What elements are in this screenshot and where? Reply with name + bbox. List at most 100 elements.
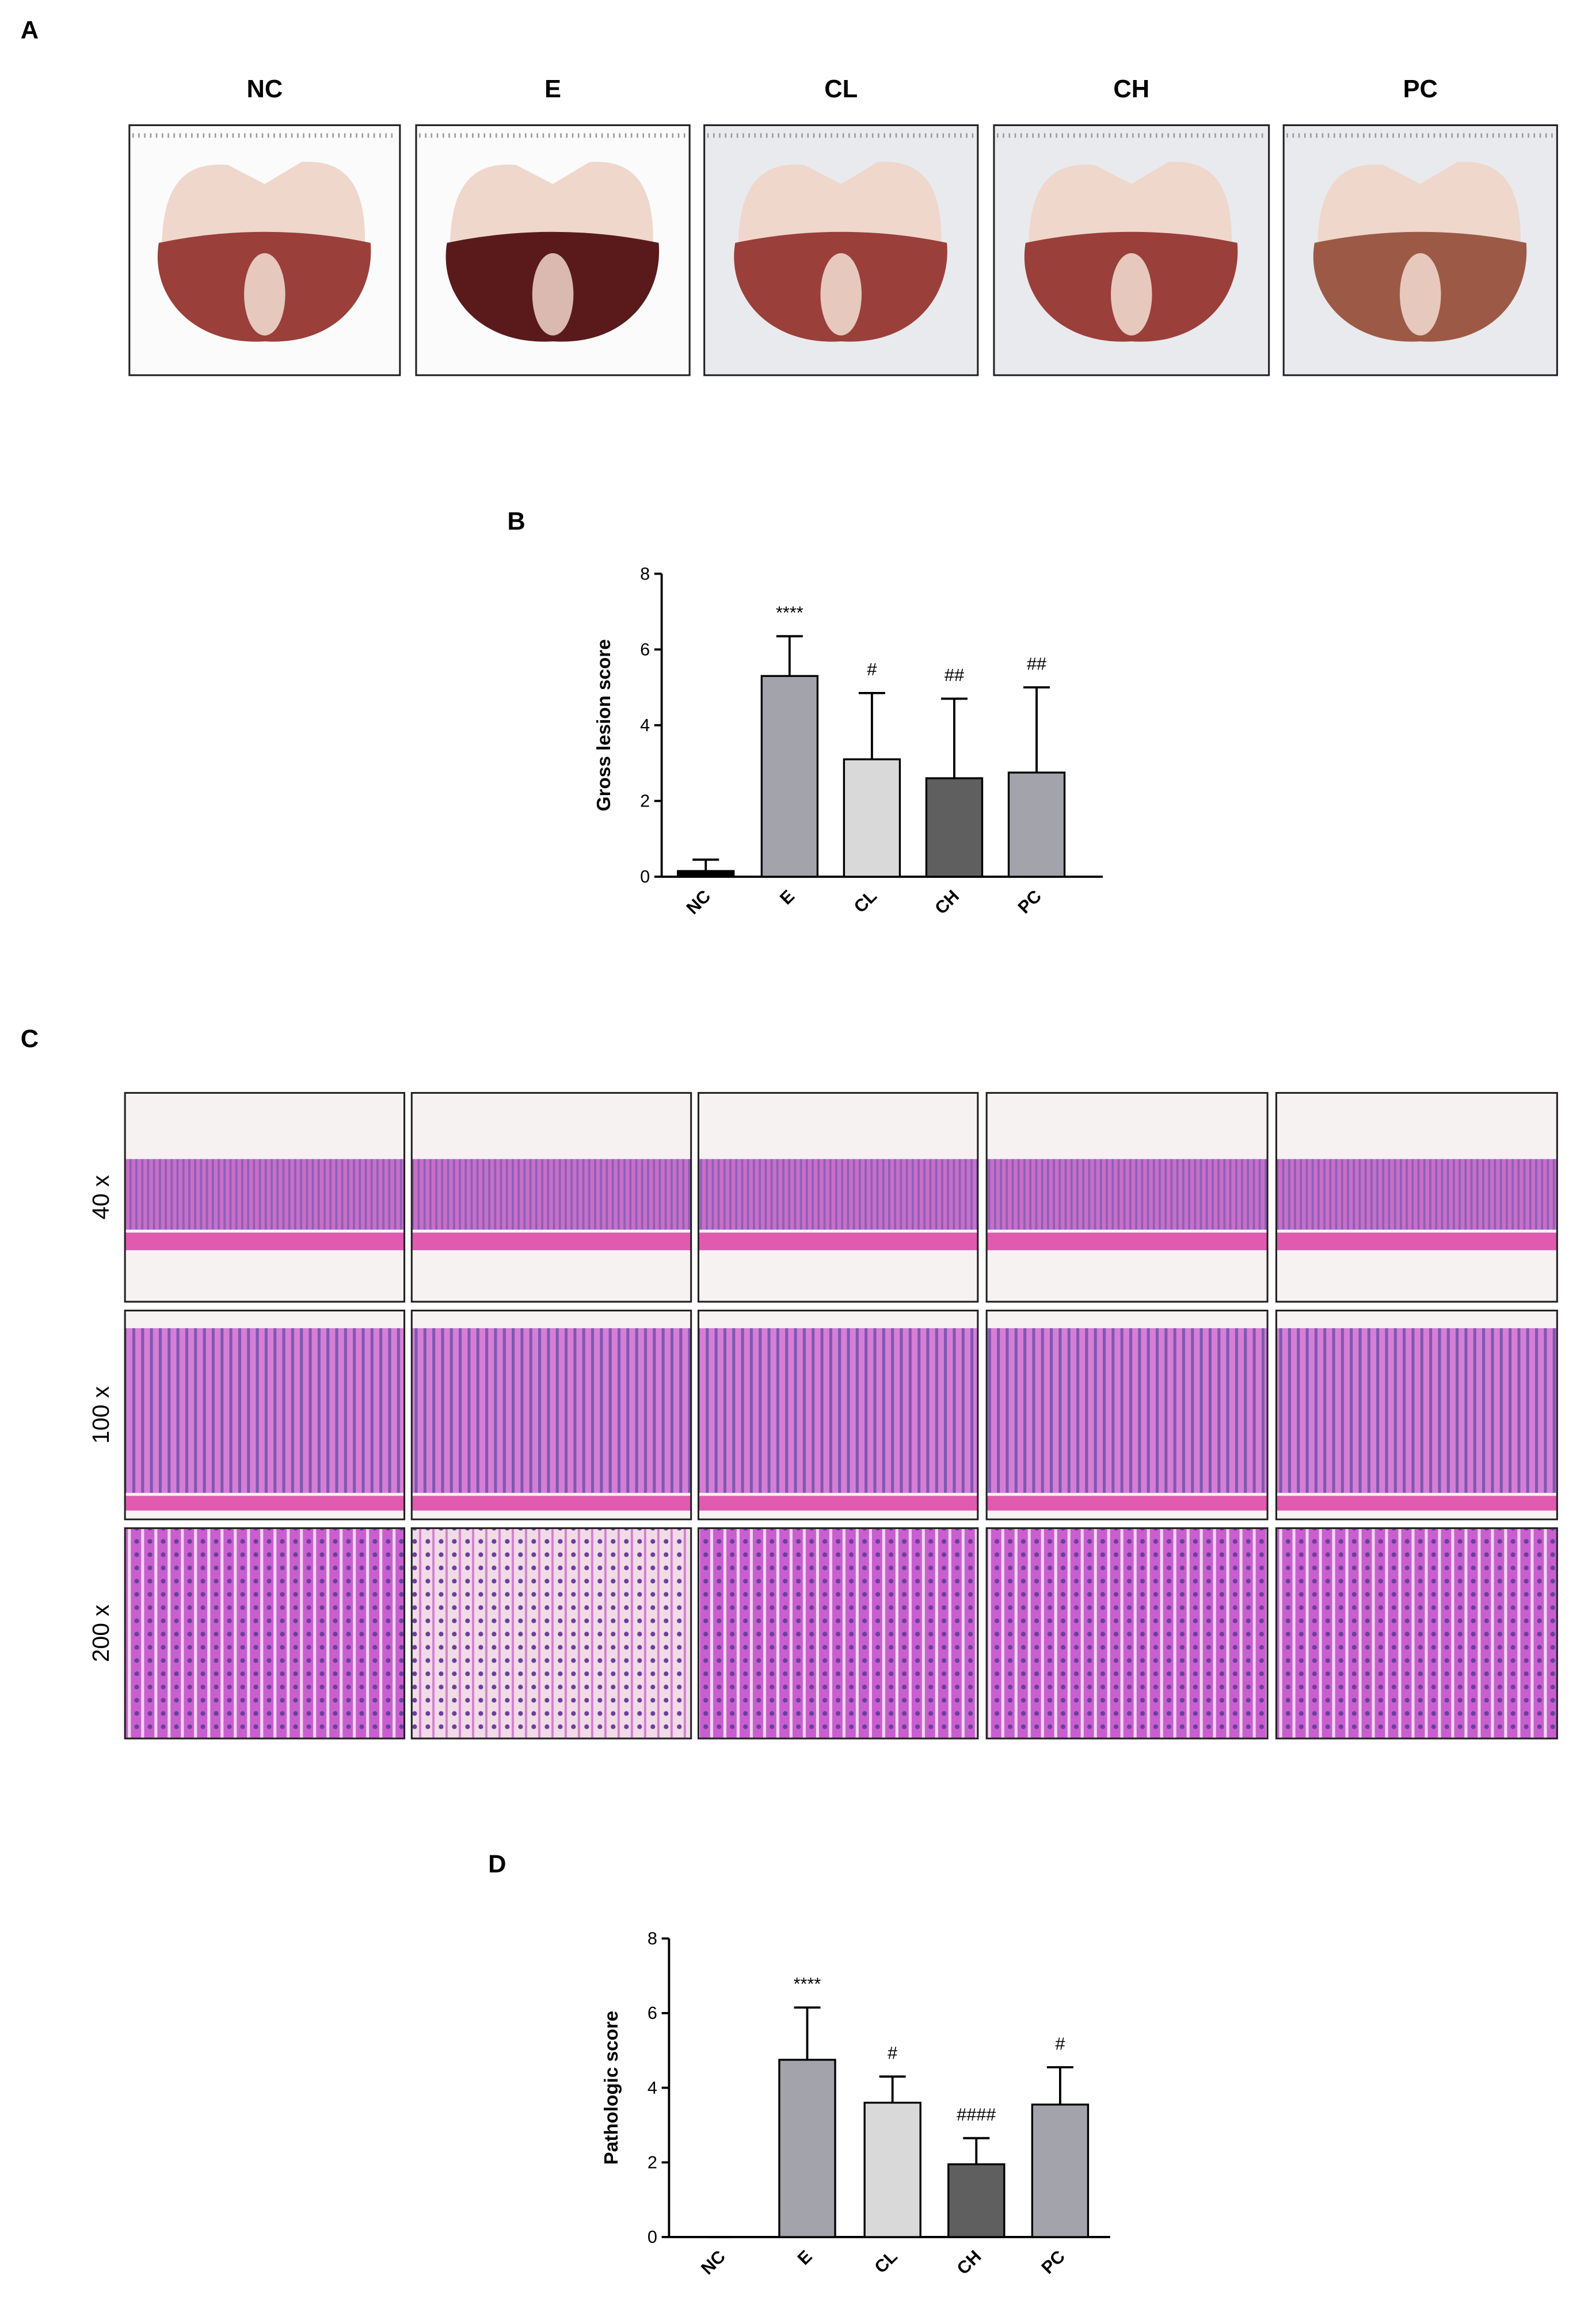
- y-axis-label: Gross lesion score: [593, 639, 615, 811]
- histology-muscle: [698, 1233, 978, 1250]
- x-tick-label: E: [794, 2247, 816, 2269]
- x-tick-label: CH: [953, 2247, 985, 2279]
- bar: [778, 2059, 836, 2238]
- y-tick-label: 0: [648, 2227, 657, 2247]
- histology-muscle: [1276, 1496, 1557, 1511]
- histology-mucosa: [125, 1528, 405, 1739]
- histology-frame: [697, 1309, 979, 1520]
- tissue-top: [450, 161, 653, 250]
- histology-mucosa: [698, 1328, 978, 1493]
- tissue-center: [820, 253, 862, 336]
- tissue-top: [738, 161, 942, 250]
- annotation: ****: [776, 603, 803, 623]
- y-tick-label: 4: [648, 2078, 657, 2098]
- histology-muscle: [125, 1496, 405, 1511]
- column-label: E: [544, 75, 561, 103]
- histology-muscle: [698, 1496, 978, 1511]
- histology-mucosa: [698, 1528, 978, 1739]
- histology-mucosa: [987, 1159, 1268, 1230]
- histology-frame: [697, 1527, 979, 1740]
- row-label: 40 x: [87, 1175, 114, 1219]
- bar: [1007, 771, 1066, 878]
- y-tick-label: 8: [640, 564, 650, 584]
- panel-label: D: [488, 1850, 506, 1878]
- annotation: ##: [945, 665, 964, 685]
- y-tick-label: 2: [648, 2153, 657, 2173]
- histology-mucosa: [412, 1528, 691, 1739]
- y-tick-label: 2: [640, 792, 650, 811]
- annotation: #: [867, 660, 877, 679]
- column-label: CH: [1113, 75, 1149, 103]
- histology-muscle: [412, 1233, 691, 1250]
- tissue-center: [1111, 253, 1152, 336]
- histology-muscle: [412, 1496, 691, 1511]
- histology-mucosa: [987, 1328, 1268, 1493]
- tissue-top: [1028, 161, 1232, 250]
- histology-frame: [1275, 1527, 1558, 1740]
- histology-frame: [1275, 1309, 1558, 1520]
- row-label: 100 x: [87, 1386, 114, 1444]
- histology-frame: [410, 1527, 692, 1740]
- histology-frame: [985, 1309, 1269, 1520]
- histology-mucosa: [1276, 1328, 1557, 1493]
- histology-mucosa: [125, 1159, 405, 1230]
- bar: [863, 2101, 921, 2238]
- panel-label: B: [507, 508, 525, 535]
- x-tick-label: PC: [1014, 887, 1045, 918]
- histology-frame: [410, 1091, 692, 1303]
- histology-frame: [124, 1527, 406, 1740]
- x-tick-label: CH: [931, 887, 963, 918]
- row-label: 200 x: [87, 1604, 114, 1662]
- y-tick-label: 0: [640, 867, 650, 887]
- histology-muscle: [987, 1233, 1268, 1250]
- bar: [947, 2163, 1006, 2238]
- y-axis-label: Pathologic score: [601, 2011, 622, 2165]
- bar: [1031, 2104, 1090, 2238]
- tissue-center: [1400, 253, 1441, 336]
- x-tick-label: CL: [850, 887, 881, 917]
- bar: [677, 870, 735, 878]
- annotation: #: [888, 2044, 897, 2063]
- annotation: #: [1055, 2034, 1065, 2053]
- y-tick-label: 6: [640, 640, 650, 659]
- histology-frame: [697, 1091, 979, 1303]
- column-label: CL: [824, 75, 858, 103]
- histology-mucosa: [1276, 1528, 1557, 1739]
- y-tick-label: 4: [640, 716, 650, 735]
- tissue-top: [162, 161, 365, 250]
- histology-frame: [410, 1309, 692, 1520]
- histology-frame: [124, 1091, 406, 1303]
- bar: [843, 758, 901, 878]
- histology-muscle: [1276, 1233, 1557, 1250]
- x-tick-label: CL: [871, 2247, 901, 2277]
- annotation: ##: [1027, 654, 1046, 674]
- annotation: ****: [794, 1975, 821, 1994]
- histology-mucosa: [125, 1328, 405, 1493]
- tissue-center: [532, 253, 574, 336]
- x-tick-label: NC: [698, 2247, 729, 2279]
- x-tick-label: E: [776, 887, 798, 908]
- panel-label: C: [21, 1025, 39, 1053]
- histology-mucosa: [698, 1159, 978, 1230]
- histology-frame: [985, 1091, 1269, 1303]
- column-label: NC: [246, 75, 283, 103]
- histology-muscle: [125, 1233, 405, 1250]
- histology-muscle: [987, 1496, 1268, 1511]
- bar: [925, 777, 984, 878]
- x-tick-label: NC: [683, 887, 714, 918]
- x-tick-label: PC: [1038, 2247, 1069, 2278]
- column-label: PC: [1403, 75, 1438, 103]
- annotation: ####: [957, 2105, 996, 2124]
- histology-frame: [1275, 1091, 1558, 1303]
- histology-mucosa: [412, 1159, 691, 1230]
- histology-mucosa: [1276, 1159, 1557, 1230]
- panel-label: A: [21, 17, 39, 44]
- y-tick-label: 8: [648, 1929, 657, 1949]
- histology-frame: [985, 1527, 1269, 1740]
- tissue-top: [1317, 161, 1521, 250]
- histology-frame: [124, 1309, 406, 1520]
- tissue-center: [244, 253, 285, 336]
- bar: [760, 675, 819, 878]
